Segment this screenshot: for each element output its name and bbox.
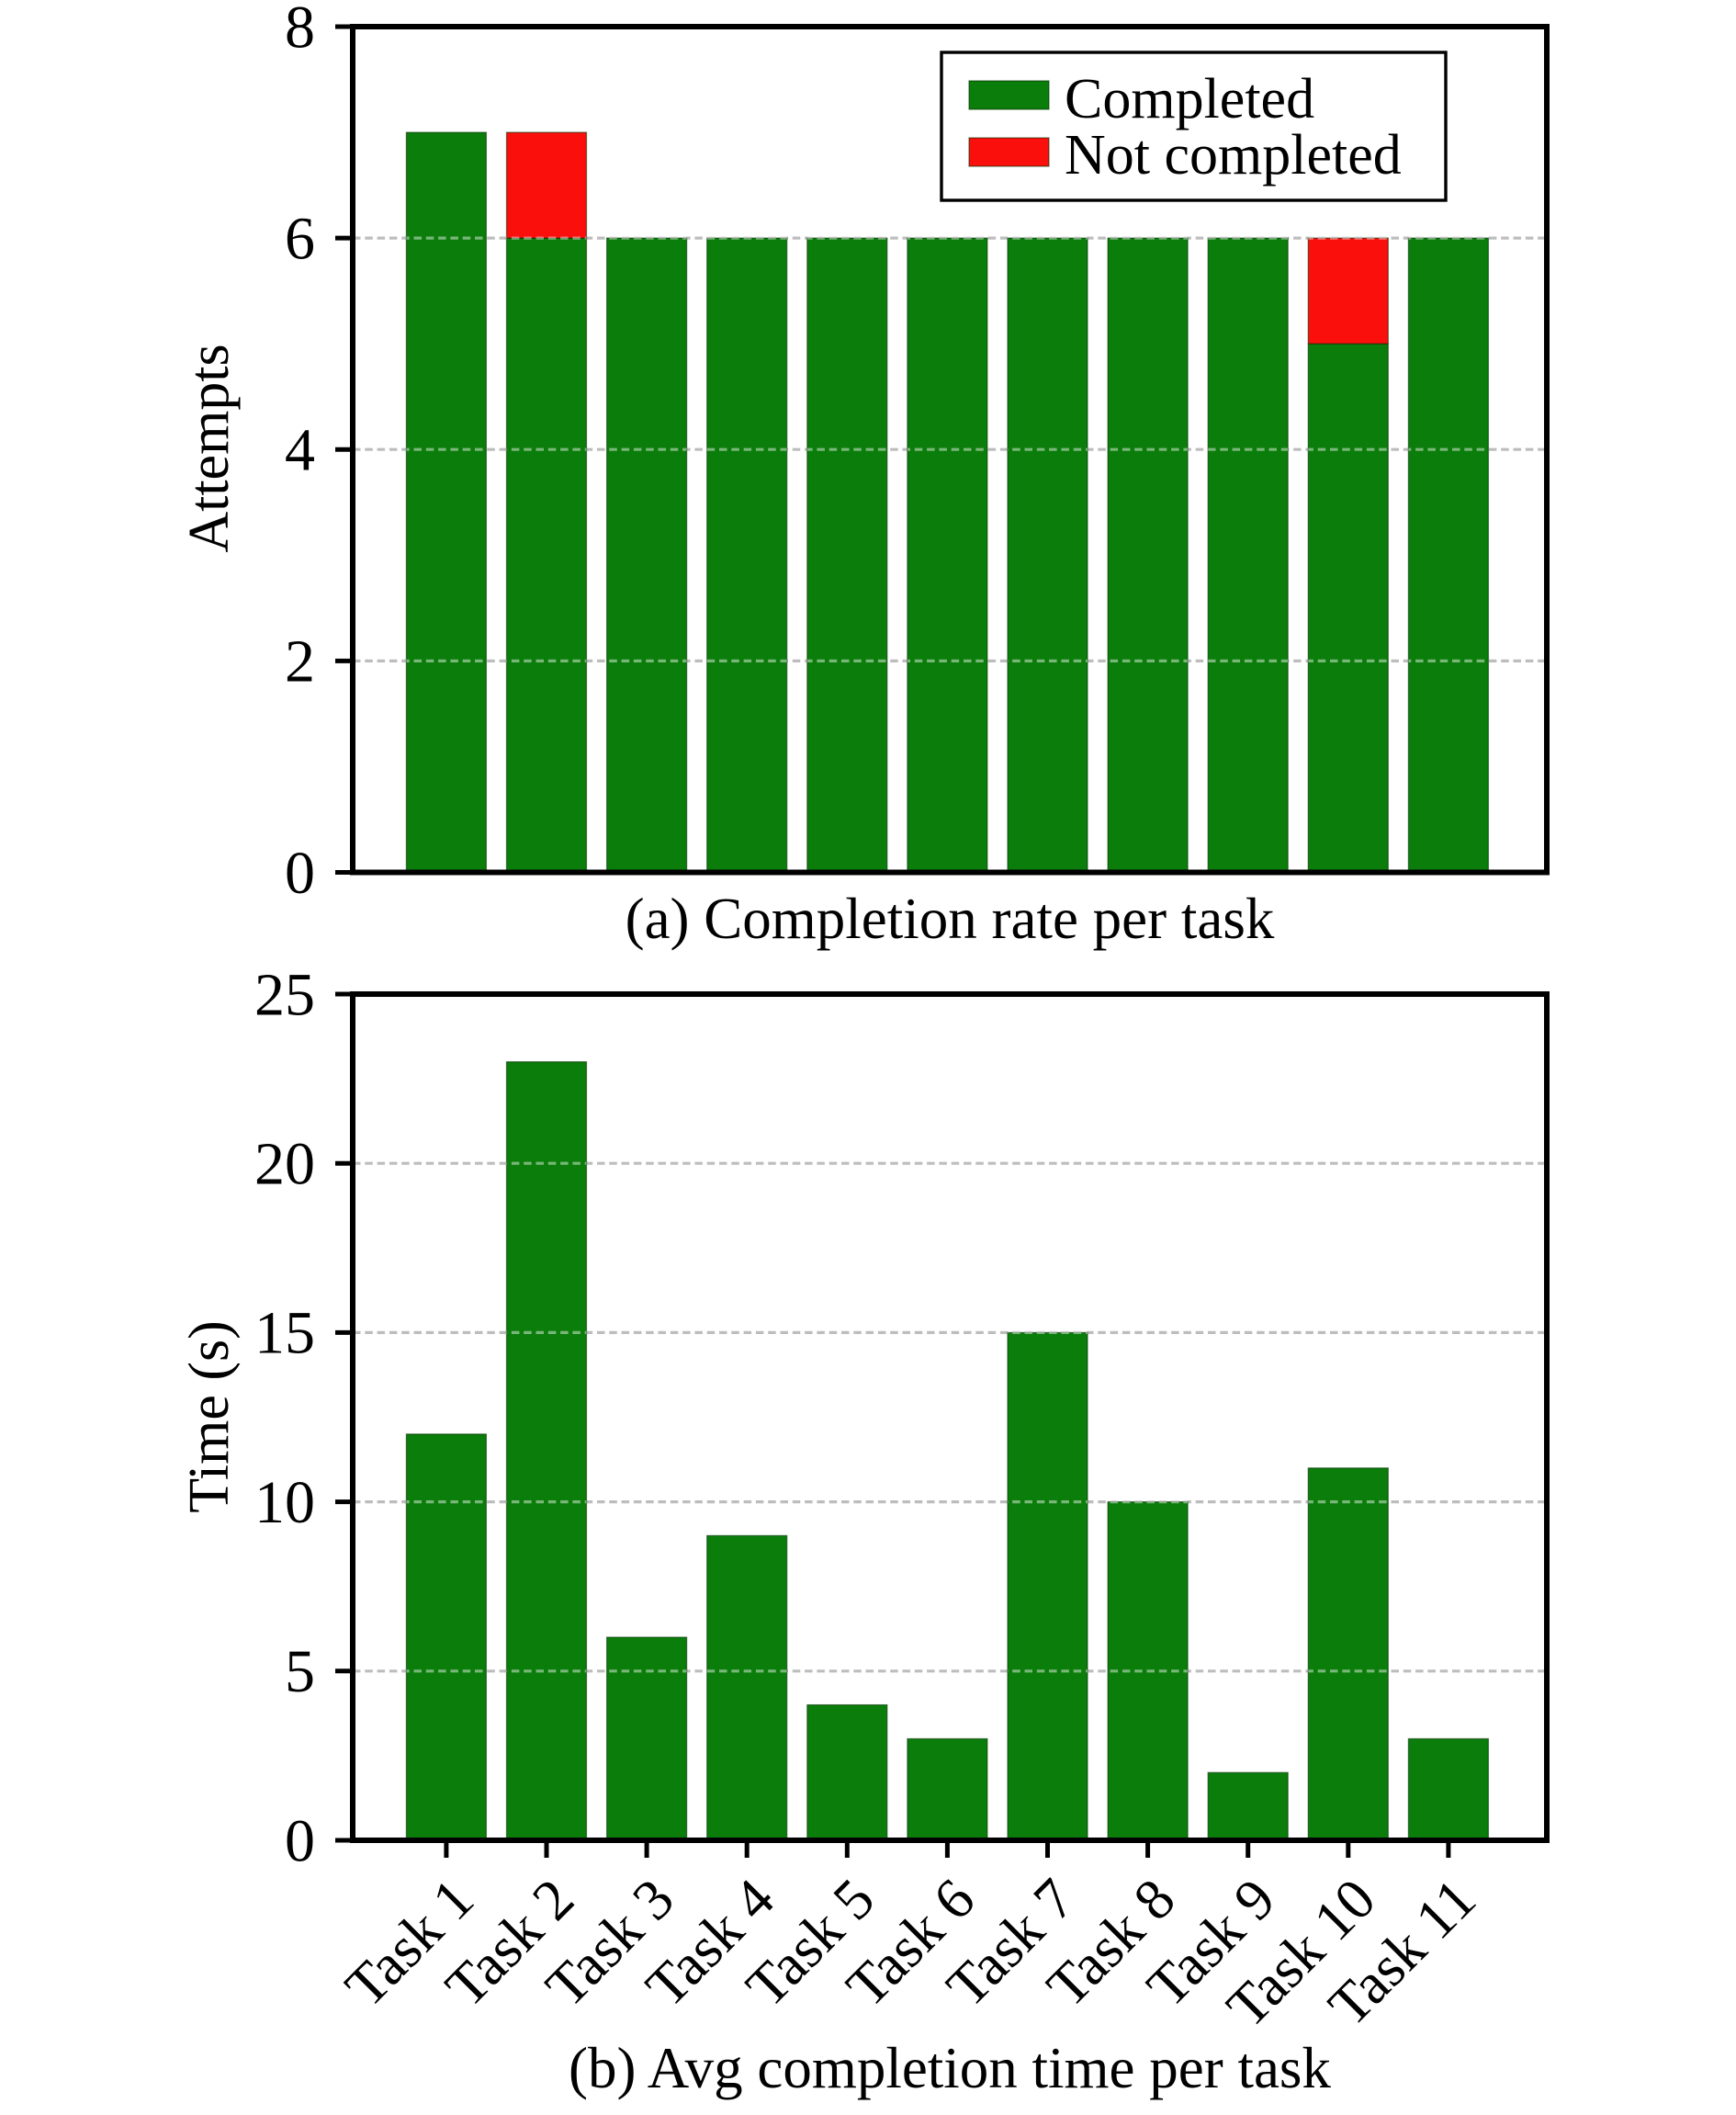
svg-text:10: 10 <box>254 1469 315 1536</box>
svg-text:Attempts: Attempts <box>178 344 241 552</box>
svg-text:8: 8 <box>285 0 315 61</box>
svg-text:5: 5 <box>285 1638 315 1705</box>
svg-text:Completed: Completed <box>1065 68 1314 130</box>
svg-text:Time (s): Time (s) <box>178 1320 241 1513</box>
svg-text:0: 0 <box>285 1807 315 1874</box>
svg-text:2: 2 <box>285 628 315 696</box>
svg-text:(b) Avg completion time per ta: (b) Avg completion time per task <box>569 2036 1331 2100</box>
svg-text:25: 25 <box>254 961 315 1028</box>
svg-text:20: 20 <box>254 1131 315 1198</box>
svg-text:(a) Completion rate per task: (a) Completion rate per task <box>626 887 1275 951</box>
svg-text:6: 6 <box>285 205 315 272</box>
svg-text:0: 0 <box>285 840 315 907</box>
svg-text:Not completed: Not completed <box>1065 124 1402 187</box>
svg-text:15: 15 <box>254 1300 315 1367</box>
svg-text:4: 4 <box>285 417 315 484</box>
